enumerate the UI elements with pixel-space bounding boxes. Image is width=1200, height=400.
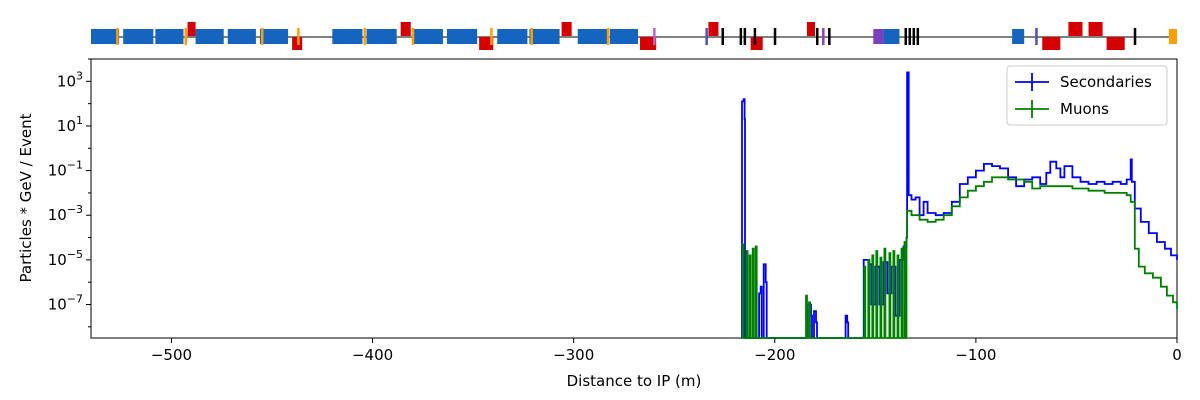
y-tick-label: 101	[57, 114, 83, 135]
beamline-element	[529, 29, 560, 44]
beamline-element	[123, 29, 154, 44]
beamline-marker	[606, 28, 610, 45]
beamline-element	[227, 29, 256, 44]
beamline-element	[195, 29, 224, 44]
beamline-element	[1042, 37, 1061, 50]
beamline-element	[479, 37, 494, 50]
beamline-element	[155, 29, 184, 44]
plot-frame	[90, 58, 1178, 339]
beamline-element	[1068, 22, 1083, 36]
beamline-element	[446, 29, 478, 44]
beamline-schematic	[91, 22, 1177, 50]
beamline-element	[609, 29, 639, 44]
beamline-element	[873, 29, 884, 44]
y-tick-label: 10−7	[48, 293, 83, 314]
beamline-marker	[721, 28, 724, 45]
beamline-element	[750, 37, 763, 50]
beamline-element	[366, 29, 397, 44]
x-tick-label: −100	[955, 346, 996, 364]
beamline-marker	[739, 28, 743, 45]
legend-label-secondaries: Secondaries	[1060, 73, 1152, 91]
beamline-element	[292, 37, 303, 50]
series-line-muons	[741, 176, 1178, 339]
beamline-element	[1168, 29, 1177, 44]
beamline-element	[332, 29, 363, 44]
beamline-marker	[116, 28, 119, 45]
series-layer	[741, 71, 1178, 339]
beamline-marker	[743, 28, 747, 45]
beamline-marker	[1133, 28, 1137, 45]
beamline-element	[400, 22, 411, 36]
y-tick-label: 103	[57, 69, 83, 90]
beamline-marker	[297, 28, 300, 45]
beamline-marker	[363, 28, 367, 45]
y-axis-label: Particles * GeV / Event	[17, 113, 35, 282]
beamline-marker	[828, 28, 831, 45]
beamline-marker	[260, 28, 264, 45]
beamline-element	[1088, 22, 1103, 36]
x-tick-label: −200	[754, 346, 795, 364]
legend-label-muons: Muons	[1060, 100, 1109, 118]
beamline-marker	[904, 28, 907, 45]
beamline-element	[561, 22, 572, 36]
beamline-marker	[184, 28, 188, 45]
beamline-marker	[912, 28, 916, 45]
beamline-marker	[773, 28, 777, 45]
y-tick-label: 10−3	[48, 203, 83, 224]
beamline-element	[259, 29, 289, 44]
beamline-element	[497, 29, 528, 44]
beamline-marker	[908, 28, 912, 45]
beamline-element	[91, 29, 120, 44]
x-tick-label: −400	[352, 346, 393, 364]
beamline-element	[577, 29, 608, 44]
x-tick-label: −300	[553, 346, 594, 364]
legend-box	[1006, 65, 1168, 126]
beamline-marker	[530, 28, 533, 45]
legend: Secondaries Muons	[1006, 65, 1168, 126]
beamline-element	[806, 22, 815, 36]
beamline-element	[708, 22, 719, 36]
beamline-marker	[1035, 28, 1038, 45]
y-axis: 103 101 10−1 10−3 10−5 10−7	[48, 58, 91, 328]
x-axis-label: Distance to IP (m)	[567, 372, 702, 390]
beamline-marker	[705, 28, 708, 45]
beamline-marker	[411, 28, 415, 45]
beamline-marker	[916, 28, 920, 45]
beamline-element	[412, 29, 443, 44]
x-tick-label: −500	[151, 346, 192, 364]
y-tick-label: 10−5	[48, 248, 83, 269]
beamline-marker	[490, 28, 493, 45]
beamline-marker	[653, 28, 656, 45]
beamline-marker	[822, 28, 825, 45]
y-tick-label: 10−1	[48, 159, 83, 180]
beamline-marker	[753, 28, 757, 45]
x-axis: −500 −400 −300 −200 −100 0	[151, 338, 1182, 364]
beamline-marker	[816, 28, 819, 45]
beamline-element	[1106, 37, 1125, 50]
beamline-element	[187, 22, 196, 36]
x-tick-label: 0	[1172, 346, 1182, 364]
beamline-element	[640, 37, 657, 50]
beamline-element	[1012, 29, 1025, 44]
beamline-element	[883, 29, 900, 44]
